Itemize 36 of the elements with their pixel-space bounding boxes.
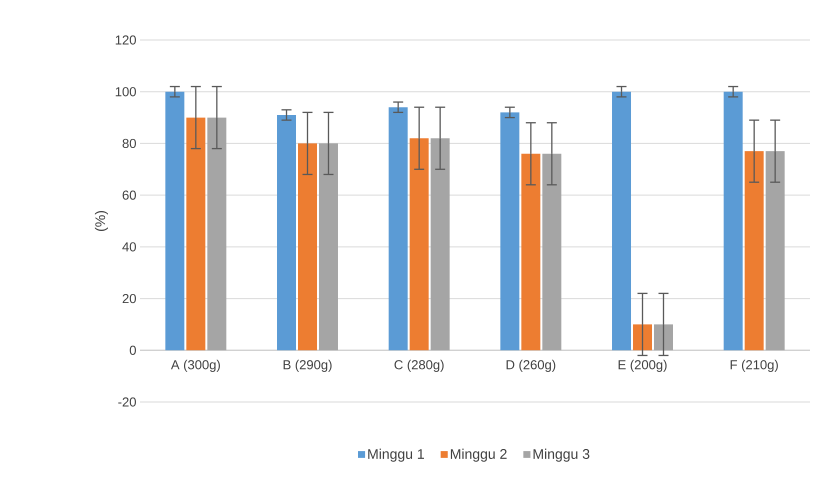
bar [186, 118, 206, 350]
bar [318, 143, 338, 350]
legend-label: Minggu 1 [368, 448, 424, 462]
bar [766, 151, 785, 350]
legend-label: Minggu 3 [534, 448, 590, 462]
bar [298, 143, 317, 350]
bar [500, 112, 520, 350]
x-tick-label: A (300g) [170, 360, 220, 372]
bar [612, 92, 632, 350]
bar [430, 138, 450, 350]
bar [277, 114, 296, 350]
y-tick-label: 20 [122, 294, 136, 304]
bar [542, 154, 562, 350]
y-tick-label: 60 [122, 190, 136, 200]
x-tick-label: E (200g) [618, 360, 667, 372]
bar [521, 154, 540, 350]
x-tick-label: F (210g) [730, 360, 778, 372]
x-tick-label: D (260g) [506, 360, 556, 372]
bar [654, 324, 673, 350]
bar [410, 138, 429, 350]
y-tick-label: -20 [118, 397, 136, 407]
bar [633, 324, 652, 350]
y-tick-label: 120 [116, 35, 136, 45]
y-tick-label: 40 [122, 242, 136, 252]
bar [165, 92, 184, 350]
x-tick-label: C (280g) [394, 360, 444, 372]
legend-label: Minggu 2 [450, 448, 507, 462]
y-axis-title: (%) [94, 210, 108, 232]
bar [724, 92, 743, 350]
bar [744, 151, 764, 350]
y-tick-label: 100 [116, 87, 136, 96]
y-tick-label: 80 [122, 138, 136, 148]
y-tick-label: 0 [130, 346, 136, 355]
x-tick-label: B (290g) [284, 360, 332, 372]
bar [388, 107, 408, 350]
bar [207, 118, 226, 350]
